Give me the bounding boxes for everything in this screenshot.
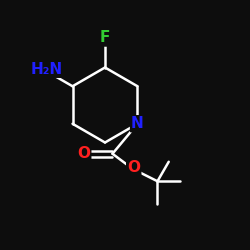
Text: H₂N: H₂N: [31, 62, 63, 77]
Text: F: F: [100, 30, 110, 46]
Text: O: O: [127, 160, 140, 175]
Text: O: O: [77, 146, 90, 161]
Text: N: N: [131, 116, 144, 131]
